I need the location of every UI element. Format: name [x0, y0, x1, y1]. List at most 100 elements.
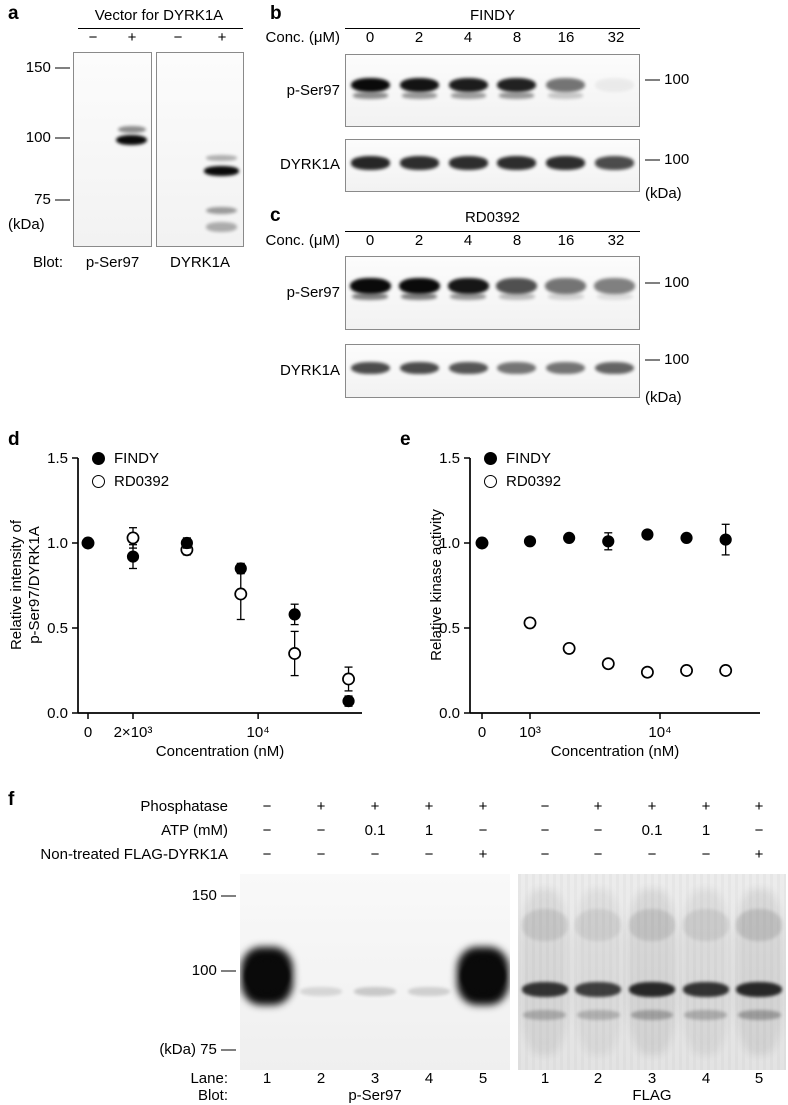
mw-marker-100: — 100: [645, 351, 690, 368]
condition-value: −: [262, 822, 272, 839]
condition-value: +: [424, 798, 434, 815]
svg-text:10³: 10³: [519, 724, 541, 741]
blot-name-dyrk1a: DYRK1A: [169, 254, 231, 271]
chart-e-legend: FINDY RD0392: [484, 447, 561, 493]
lane-number: 2: [593, 1070, 603, 1087]
conc-value: 4: [463, 29, 473, 46]
blot-name-pser97: p-Ser97: [348, 1087, 402, 1104]
svg-text:1.0: 1.0: [439, 535, 460, 552]
chart-e-plot: 0.0 0.5 1.0 1.5 0 10³ 10⁴: [439, 450, 760, 741]
condition-value: −: [593, 846, 603, 863]
svg-text:1.5: 1.5: [47, 450, 68, 467]
blot-name-pser97: p-Ser97: [85, 254, 140, 271]
condition-value: +: [647, 798, 657, 815]
legend-entry-rd0392: RD0392: [484, 470, 561, 493]
condition-value: 0.1: [364, 822, 386, 839]
condition-value: −: [647, 846, 657, 863]
condition-value: +: [316, 798, 326, 815]
panel-a-label: a: [8, 3, 19, 24]
condition-value: −: [478, 822, 488, 839]
blot-caption-label: Blot:: [197, 1087, 228, 1104]
lane-number: 4: [424, 1070, 434, 1087]
row-name-dyrk1a: DYRK1A: [279, 156, 340, 173]
blot-image-dyrk1a-b: [345, 139, 640, 192]
svg-text:10⁴: 10⁴: [247, 724, 270, 741]
condition-value: −: [262, 798, 272, 815]
svg-text:0.5: 0.5: [47, 620, 68, 637]
panel-b-label: b: [270, 3, 282, 24]
lane-sign: +: [217, 29, 227, 46]
mw-marker-150: 150 —: [191, 887, 236, 904]
legend-entry-rd0392: RD0392: [92, 470, 169, 493]
legend-label: FINDY: [506, 450, 551, 467]
condition-value: +: [478, 846, 488, 863]
legend-label: RD0392: [506, 473, 562, 490]
condition-value: −: [540, 822, 550, 839]
lane-number: 3: [647, 1070, 657, 1087]
row-name-pser97: p-Ser97: [286, 284, 340, 301]
svg-text:0: 0: [478, 724, 486, 741]
conc-value: 2: [414, 232, 424, 249]
chart-d-ylabel: Relative intensity of p-Ser97/DYRK1A: [8, 520, 44, 650]
conc-value: 16: [557, 29, 575, 46]
condition-value: −: [701, 846, 711, 863]
conc-value: 32: [607, 29, 625, 46]
lane-number: 1: [262, 1070, 272, 1087]
condition-value: 0.1: [641, 822, 663, 839]
mw-marker-100: 100 —: [25, 129, 70, 146]
legend-label: FINDY: [114, 450, 159, 467]
chart-e-xlabel: Concentration (nM): [550, 743, 680, 760]
condition-value: −: [424, 846, 434, 863]
lane-number: 1: [540, 1070, 550, 1087]
mw-marker-100: — 100: [645, 151, 690, 168]
condition-value: 1: [424, 822, 434, 839]
svg-text:10⁴: 10⁴: [648, 724, 671, 741]
ylabel-line: Relative intensity of: [8, 519, 25, 651]
kda-label: (kDa): [645, 185, 682, 202]
svg-text:0.0: 0.0: [439, 705, 460, 722]
panel-d-label: d: [8, 429, 20, 450]
condition-value: +: [701, 798, 711, 815]
legend-marker-rd0392: [484, 475, 497, 488]
chart-e-ylabel: Relative kinase activity: [428, 509, 446, 661]
condition-value: −: [593, 822, 603, 839]
legend-marker-findy: [484, 452, 497, 465]
lane-number: 5: [754, 1070, 764, 1087]
row-name-dyrk1a: DYRK1A: [279, 362, 340, 379]
mw-marker-150: 150 —: [25, 59, 70, 76]
condition-label-nontreated: Non-treated FLAG-DYRK1A: [40, 846, 228, 863]
lane-sign: −: [173, 29, 183, 46]
svg-text:0: 0: [84, 724, 92, 741]
svg-text:1.5: 1.5: [439, 450, 460, 467]
condition-value: +: [478, 798, 488, 815]
conc-label: Conc. (μM): [265, 29, 340, 46]
lane-caption-label: Lane:: [190, 1070, 228, 1087]
conc-value: 0: [365, 29, 375, 46]
panel-a-title: Vector for DYRK1A: [94, 7, 224, 24]
blot-image-dyrk1a-c: [345, 344, 640, 398]
kda-label: (kDa): [645, 389, 682, 406]
blot-image-pser97-c: [345, 256, 640, 330]
legend-entry-findy: FINDY: [92, 447, 169, 470]
lane-number: 5: [478, 1070, 488, 1087]
svg-text:0.0: 0.0: [47, 705, 68, 722]
lane-number: 4: [701, 1070, 711, 1087]
blot-caption-label: Blot:: [32, 254, 63, 271]
blot-image-pser97-a: [73, 52, 152, 247]
blot-image-pser97-f: [240, 874, 510, 1070]
condition-value: +: [754, 846, 764, 863]
condition-value: −: [262, 846, 272, 863]
lane-sign: +: [127, 29, 137, 46]
condition-label-atp: ATP (mM): [161, 822, 228, 839]
blot-image-dyrk1a-a: [156, 52, 244, 247]
condition-value: −: [316, 846, 326, 863]
mw-marker-75-kda: (kDa) 75 —: [159, 1041, 236, 1058]
blot-name-flag: FLAG: [632, 1087, 672, 1104]
svg-text:1.0: 1.0: [47, 535, 68, 552]
lane-number: 3: [370, 1070, 380, 1087]
condition-value: −: [540, 798, 550, 815]
mw-marker-100: — 100: [645, 71, 690, 88]
panel-c-lane-group-line: [345, 231, 640, 232]
condition-value: −: [316, 822, 326, 839]
